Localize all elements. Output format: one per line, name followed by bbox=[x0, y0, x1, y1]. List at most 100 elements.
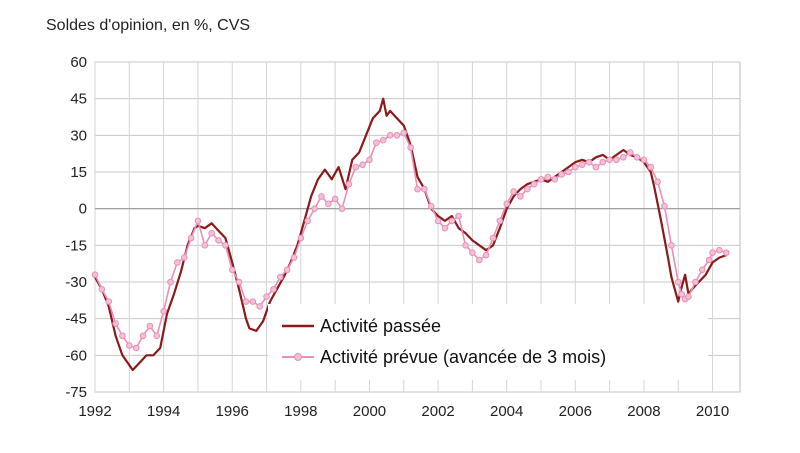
series-activite-prevue-point bbox=[654, 178, 661, 186]
series-activite-prevue-point bbox=[613, 156, 620, 164]
series-activite-prevue-point bbox=[475, 256, 483, 264]
series-activite-prevue-point bbox=[242, 298, 250, 305]
series-activite-prevue-point bbox=[537, 176, 545, 183]
series-activite-prevue-point bbox=[489, 234, 497, 242]
x-tick-label: 2010 bbox=[696, 403, 729, 420]
series-activite-prevue-point bbox=[331, 195, 339, 203]
series-activite-prevue-point bbox=[407, 144, 414, 151]
series-activite-prevue-point bbox=[393, 132, 401, 139]
y-tick-label: -75 bbox=[65, 384, 87, 401]
series-activite-prevue-point bbox=[599, 158, 607, 166]
series-activite-prevue-point bbox=[153, 332, 161, 340]
series-activite-prevue-point bbox=[592, 163, 600, 171]
series-activite-prevue-point bbox=[578, 161, 586, 168]
series-activite-prevue-point bbox=[98, 286, 106, 293]
series-activite-prevue-point bbox=[304, 217, 312, 225]
series-activite-prevue-point bbox=[160, 308, 167, 315]
series-activite-prevue-point bbox=[249, 298, 257, 305]
series-activite-prevue-point bbox=[469, 249, 476, 256]
x-tick-label: 1996 bbox=[216, 403, 249, 420]
x-tick-label: 1992 bbox=[78, 403, 111, 420]
x-tick-label: 2004 bbox=[490, 403, 523, 420]
series-activite-prevue-point bbox=[187, 234, 195, 242]
series-activite-prevue-point bbox=[91, 271, 99, 278]
series-activite-prevue-point bbox=[112, 320, 119, 327]
series-activite-prevue-point bbox=[551, 176, 559, 183]
chart-title: Soldes d'opinion, en %, CVS bbox=[46, 17, 250, 34]
x-tick-label: 1994 bbox=[147, 403, 180, 420]
x-tick-label: 2000 bbox=[353, 403, 386, 420]
series-activite-prevue-point bbox=[647, 163, 655, 171]
series-activite-prevue-point bbox=[400, 129, 408, 137]
x-tick-label: 2008 bbox=[627, 403, 660, 420]
series-activite-prevue-point bbox=[558, 171, 565, 178]
series-activite-prevue-point bbox=[455, 212, 462, 220]
series-activite-prevue-point bbox=[585, 158, 593, 166]
y-tick-label: 60 bbox=[70, 54, 87, 71]
series-activite-prevue-point bbox=[132, 344, 140, 352]
series-activite-prevue-point bbox=[263, 293, 270, 300]
series-activite-prevue-point bbox=[523, 185, 531, 193]
series-activite-prevue-point bbox=[126, 342, 133, 349]
series-activite-prevue-point bbox=[283, 266, 291, 274]
series-activite-prevue-point bbox=[427, 202, 435, 210]
series-activite-prevue-point bbox=[119, 332, 126, 340]
x-tick-label: 1998 bbox=[284, 403, 317, 420]
series-activite-prevue-point bbox=[180, 254, 188, 261]
series-activite-prevue-point bbox=[324, 200, 332, 208]
series-activite-prevue-point bbox=[722, 249, 730, 256]
series-activite-prevue-point bbox=[235, 278, 243, 286]
y-tick-label: 0 bbox=[79, 201, 87, 218]
series-activite-prevue-point bbox=[434, 217, 442, 225]
series-activite-prevue-point bbox=[544, 173, 552, 181]
series-activite-prevue-point bbox=[496, 217, 504, 225]
series-activite-prevue-point bbox=[290, 254, 298, 261]
y-tick-label: 15 bbox=[70, 164, 87, 181]
series-activite-prevue-point bbox=[146, 322, 154, 330]
legend-box bbox=[268, 304, 708, 380]
series-activite-prevue-point bbox=[386, 132, 394, 139]
series-activite-prevue-point bbox=[215, 237, 222, 244]
series-activite-prevue-point bbox=[517, 193, 524, 200]
series-activite-prevue-point bbox=[297, 234, 305, 242]
series-activite-prevue-point bbox=[503, 200, 511, 208]
series-activite-prevue-point bbox=[640, 156, 648, 164]
series-activite-prevue-point bbox=[510, 188, 517, 195]
series-activite-prevue-point bbox=[692, 278, 699, 286]
series-activite-prevue-point bbox=[530, 180, 538, 188]
series-activite-prevue-point bbox=[572, 163, 579, 171]
series-activite-prevue-point bbox=[105, 298, 113, 305]
series-activite-prevue-point bbox=[366, 156, 373, 164]
series-activite-prevue-point bbox=[565, 168, 572, 176]
series-activite-prevue-point bbox=[705, 256, 713, 264]
series-activite-prevue-point bbox=[311, 205, 318, 212]
series-layer bbox=[91, 97, 730, 372]
y-tick-label: 30 bbox=[70, 127, 87, 144]
series-activite-prevue-point bbox=[256, 303, 263, 310]
series-activite-prevue-point bbox=[421, 185, 428, 193]
series-activite-prevue-point bbox=[482, 251, 490, 259]
series-activite-prevue-point bbox=[661, 202, 668, 210]
series-activite-prevue-point bbox=[208, 229, 215, 237]
series-activite-prevue-point bbox=[678, 290, 685, 298]
series-activite-prevue-point bbox=[414, 185, 421, 193]
series-activite-prevue-point bbox=[685, 293, 692, 300]
x-tick-label: 2006 bbox=[559, 403, 592, 420]
series-activite-prevue-point bbox=[345, 180, 353, 188]
series-activite-prevue-point bbox=[606, 156, 613, 164]
series-activite-prevue-point bbox=[698, 266, 706, 274]
series-activite-prevue-point bbox=[276, 273, 284, 281]
legend: Activité passée Activité prévue (avancée … bbox=[268, 304, 708, 380]
y-tick-label: -60 bbox=[65, 347, 87, 364]
series-activite-prevue-point bbox=[352, 163, 360, 171]
series-activite-prevue-point bbox=[270, 286, 277, 293]
series-activite-prevue-point bbox=[462, 242, 469, 249]
x-tick-label: 2002 bbox=[421, 403, 454, 420]
series-activite-prevue-point bbox=[716, 246, 723, 254]
series-activite-prevue-point bbox=[448, 217, 456, 225]
series-activite-prevue-point bbox=[709, 249, 716, 256]
series-activite-prevue-point bbox=[222, 242, 229, 249]
series-activite-prevue-point bbox=[620, 154, 627, 161]
series-activite-prevue-point bbox=[201, 242, 209, 249]
